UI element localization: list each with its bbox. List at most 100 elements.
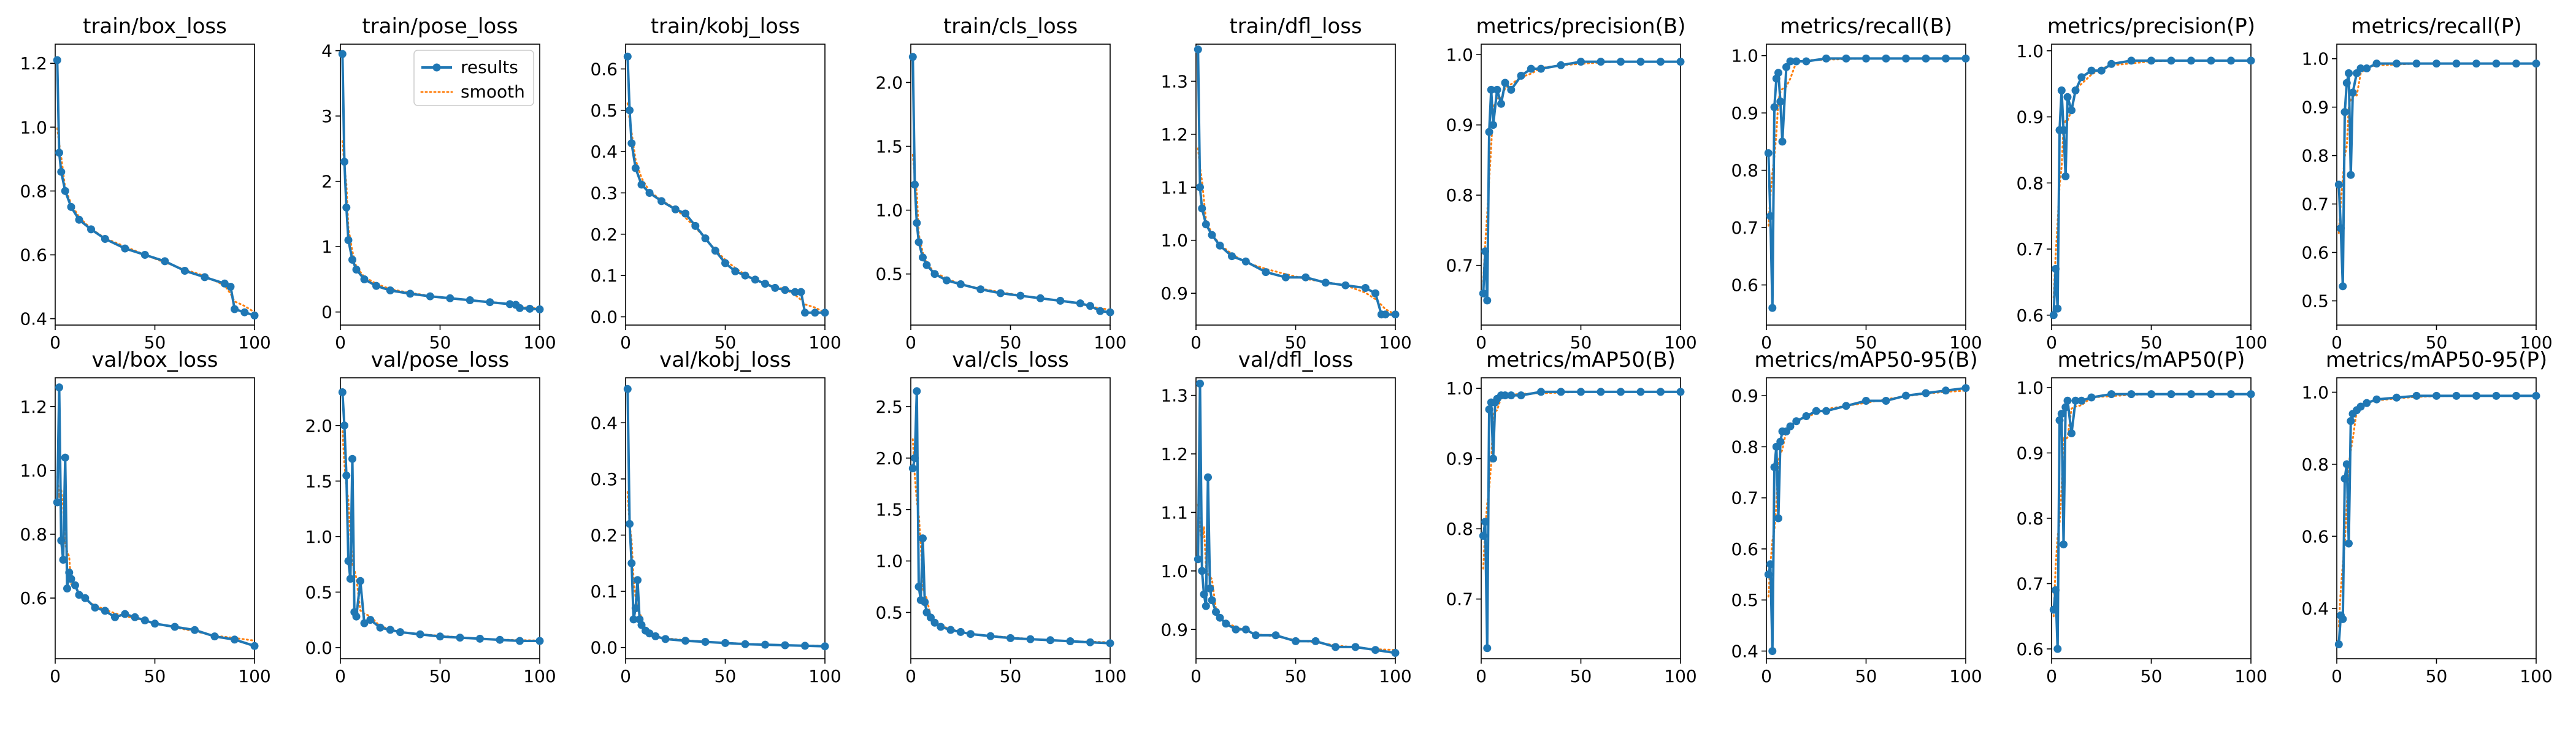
y-tick-label: 0.6	[2016, 639, 2044, 659]
results-point	[2055, 416, 2064, 424]
results-point	[1485, 128, 1493, 136]
results-point	[1617, 388, 1625, 396]
results-point	[1842, 54, 1850, 63]
results-point	[1776, 98, 1785, 105]
results-point	[1483, 296, 1492, 305]
y-tick-label: 0.7	[2301, 194, 2329, 215]
subplot-title: train/cls_loss	[943, 14, 1078, 39]
axes-frame	[1481, 377, 1681, 659]
axes-frame	[910, 44, 1111, 326]
subplot-title: train/box_loss	[83, 14, 227, 39]
results-point	[2247, 390, 2255, 399]
results-point	[338, 50, 347, 58]
results-point	[1194, 45, 1202, 54]
results-point	[1770, 103, 1779, 112]
x-tick-label: 50	[1285, 666, 1307, 686]
results-point	[2057, 410, 2066, 418]
results-point	[71, 581, 79, 589]
results-point	[2472, 59, 2480, 68]
subplot-title: val/cls_loss	[952, 348, 1068, 372]
x-tick-label: 0	[1190, 666, 1202, 686]
results-point	[1046, 636, 1054, 645]
results-point	[1208, 596, 1216, 605]
y-tick-label: 1.0	[2016, 41, 2044, 61]
y-tick-label: 0.0	[590, 638, 618, 658]
results-point	[75, 215, 83, 224]
results-point	[930, 618, 939, 627]
results-point	[344, 236, 353, 244]
x-tick-label: 50	[144, 666, 166, 686]
results-point	[2167, 56, 2175, 65]
results-point	[1942, 386, 1950, 395]
x-tick-label: 100	[2520, 666, 2552, 686]
results-point	[2512, 59, 2520, 68]
subplot-title: val/pose_loss	[371, 348, 510, 372]
y-tick-label: 0.7	[1731, 218, 1758, 238]
results-point	[1212, 608, 1220, 616]
x-tick-label: 100	[523, 332, 556, 353]
results-point	[1882, 397, 1890, 405]
subplot-title: train/kobj_loss	[651, 14, 800, 39]
x-tick-label: 50	[2426, 666, 2448, 686]
results-point	[2334, 180, 2343, 189]
results-point	[386, 286, 394, 294]
y-tick-label: 0.1	[590, 266, 618, 286]
results-point	[1481, 518, 1489, 526]
results-point	[2227, 56, 2235, 65]
results-point	[1036, 294, 1045, 302]
subplot-title: metrics/mAP50(B)	[1486, 348, 1676, 372]
results-point	[2532, 59, 2540, 68]
results-point	[2187, 56, 2195, 65]
results-point	[2061, 172, 2070, 180]
y-tick-label: 0.8	[1446, 185, 1473, 205]
results-point	[1202, 602, 1210, 610]
subplot: train/box_loss 0 50 100 0.4 0.6 0.8 1.0 1.2	[20, 14, 270, 353]
results-point	[1597, 388, 1605, 396]
results-point	[1194, 555, 1202, 564]
x-tick-label: 50	[1000, 332, 1022, 353]
x-tick-label: 100	[1379, 332, 1411, 353]
results-point	[2512, 391, 2520, 400]
results-point	[930, 270, 939, 278]
x-tick-label: 0	[1476, 666, 1487, 686]
y-tick-label: 0.9	[2016, 443, 2044, 463]
results-point	[634, 576, 642, 585]
results-point	[623, 52, 632, 61]
results-point	[1489, 121, 1497, 129]
results-point	[75, 591, 83, 599]
results-point	[967, 630, 975, 638]
subplot: metrics/mAP50(P) 0 50 100 0.6 0.7 0.8 0.9 1.0	[2016, 348, 2267, 686]
results-point	[2147, 390, 2155, 399]
results-point	[914, 238, 923, 247]
results-point	[1501, 79, 1509, 87]
y-tick-label: 0.9	[1731, 103, 1758, 123]
results-line	[911, 56, 1111, 314]
smooth-line	[1197, 147, 1397, 316]
x-tick-label: 0	[2046, 666, 2057, 686]
results-point	[711, 247, 719, 255]
x-tick-label: 50	[429, 332, 451, 353]
results-point	[1862, 54, 1870, 63]
results-line	[1482, 60, 1681, 302]
x-tick-label: 0	[1476, 332, 1487, 353]
results-point	[2087, 393, 2096, 402]
results-point	[1902, 391, 1910, 400]
results-point	[2097, 66, 2106, 75]
smooth-line	[2052, 59, 2252, 299]
results-point	[180, 267, 189, 275]
smooth-line	[1482, 391, 1682, 570]
results-point	[2207, 56, 2215, 65]
y-tick-label: 0.6	[20, 588, 47, 608]
results-point	[911, 180, 919, 189]
y-tick-label: 1.3	[1160, 386, 1188, 406]
results-point	[366, 616, 375, 624]
results-point	[631, 164, 640, 172]
subplot: metrics/mAP50(B) 0 50 100 0.7 0.8 0.9 1.0	[1446, 348, 1696, 686]
subplot-title: metrics/mAP50(P)	[2058, 348, 2245, 372]
results-point	[2187, 390, 2195, 399]
results-point	[2107, 59, 2115, 68]
subplot: metrics/mAP50-95(P) 0 50 100 0.4 0.6 0.8 1.0	[2301, 348, 2552, 686]
results-point	[721, 638, 729, 647]
x-tick-label: 100	[2234, 332, 2267, 353]
y-tick-label: 0.9	[1731, 386, 1758, 406]
